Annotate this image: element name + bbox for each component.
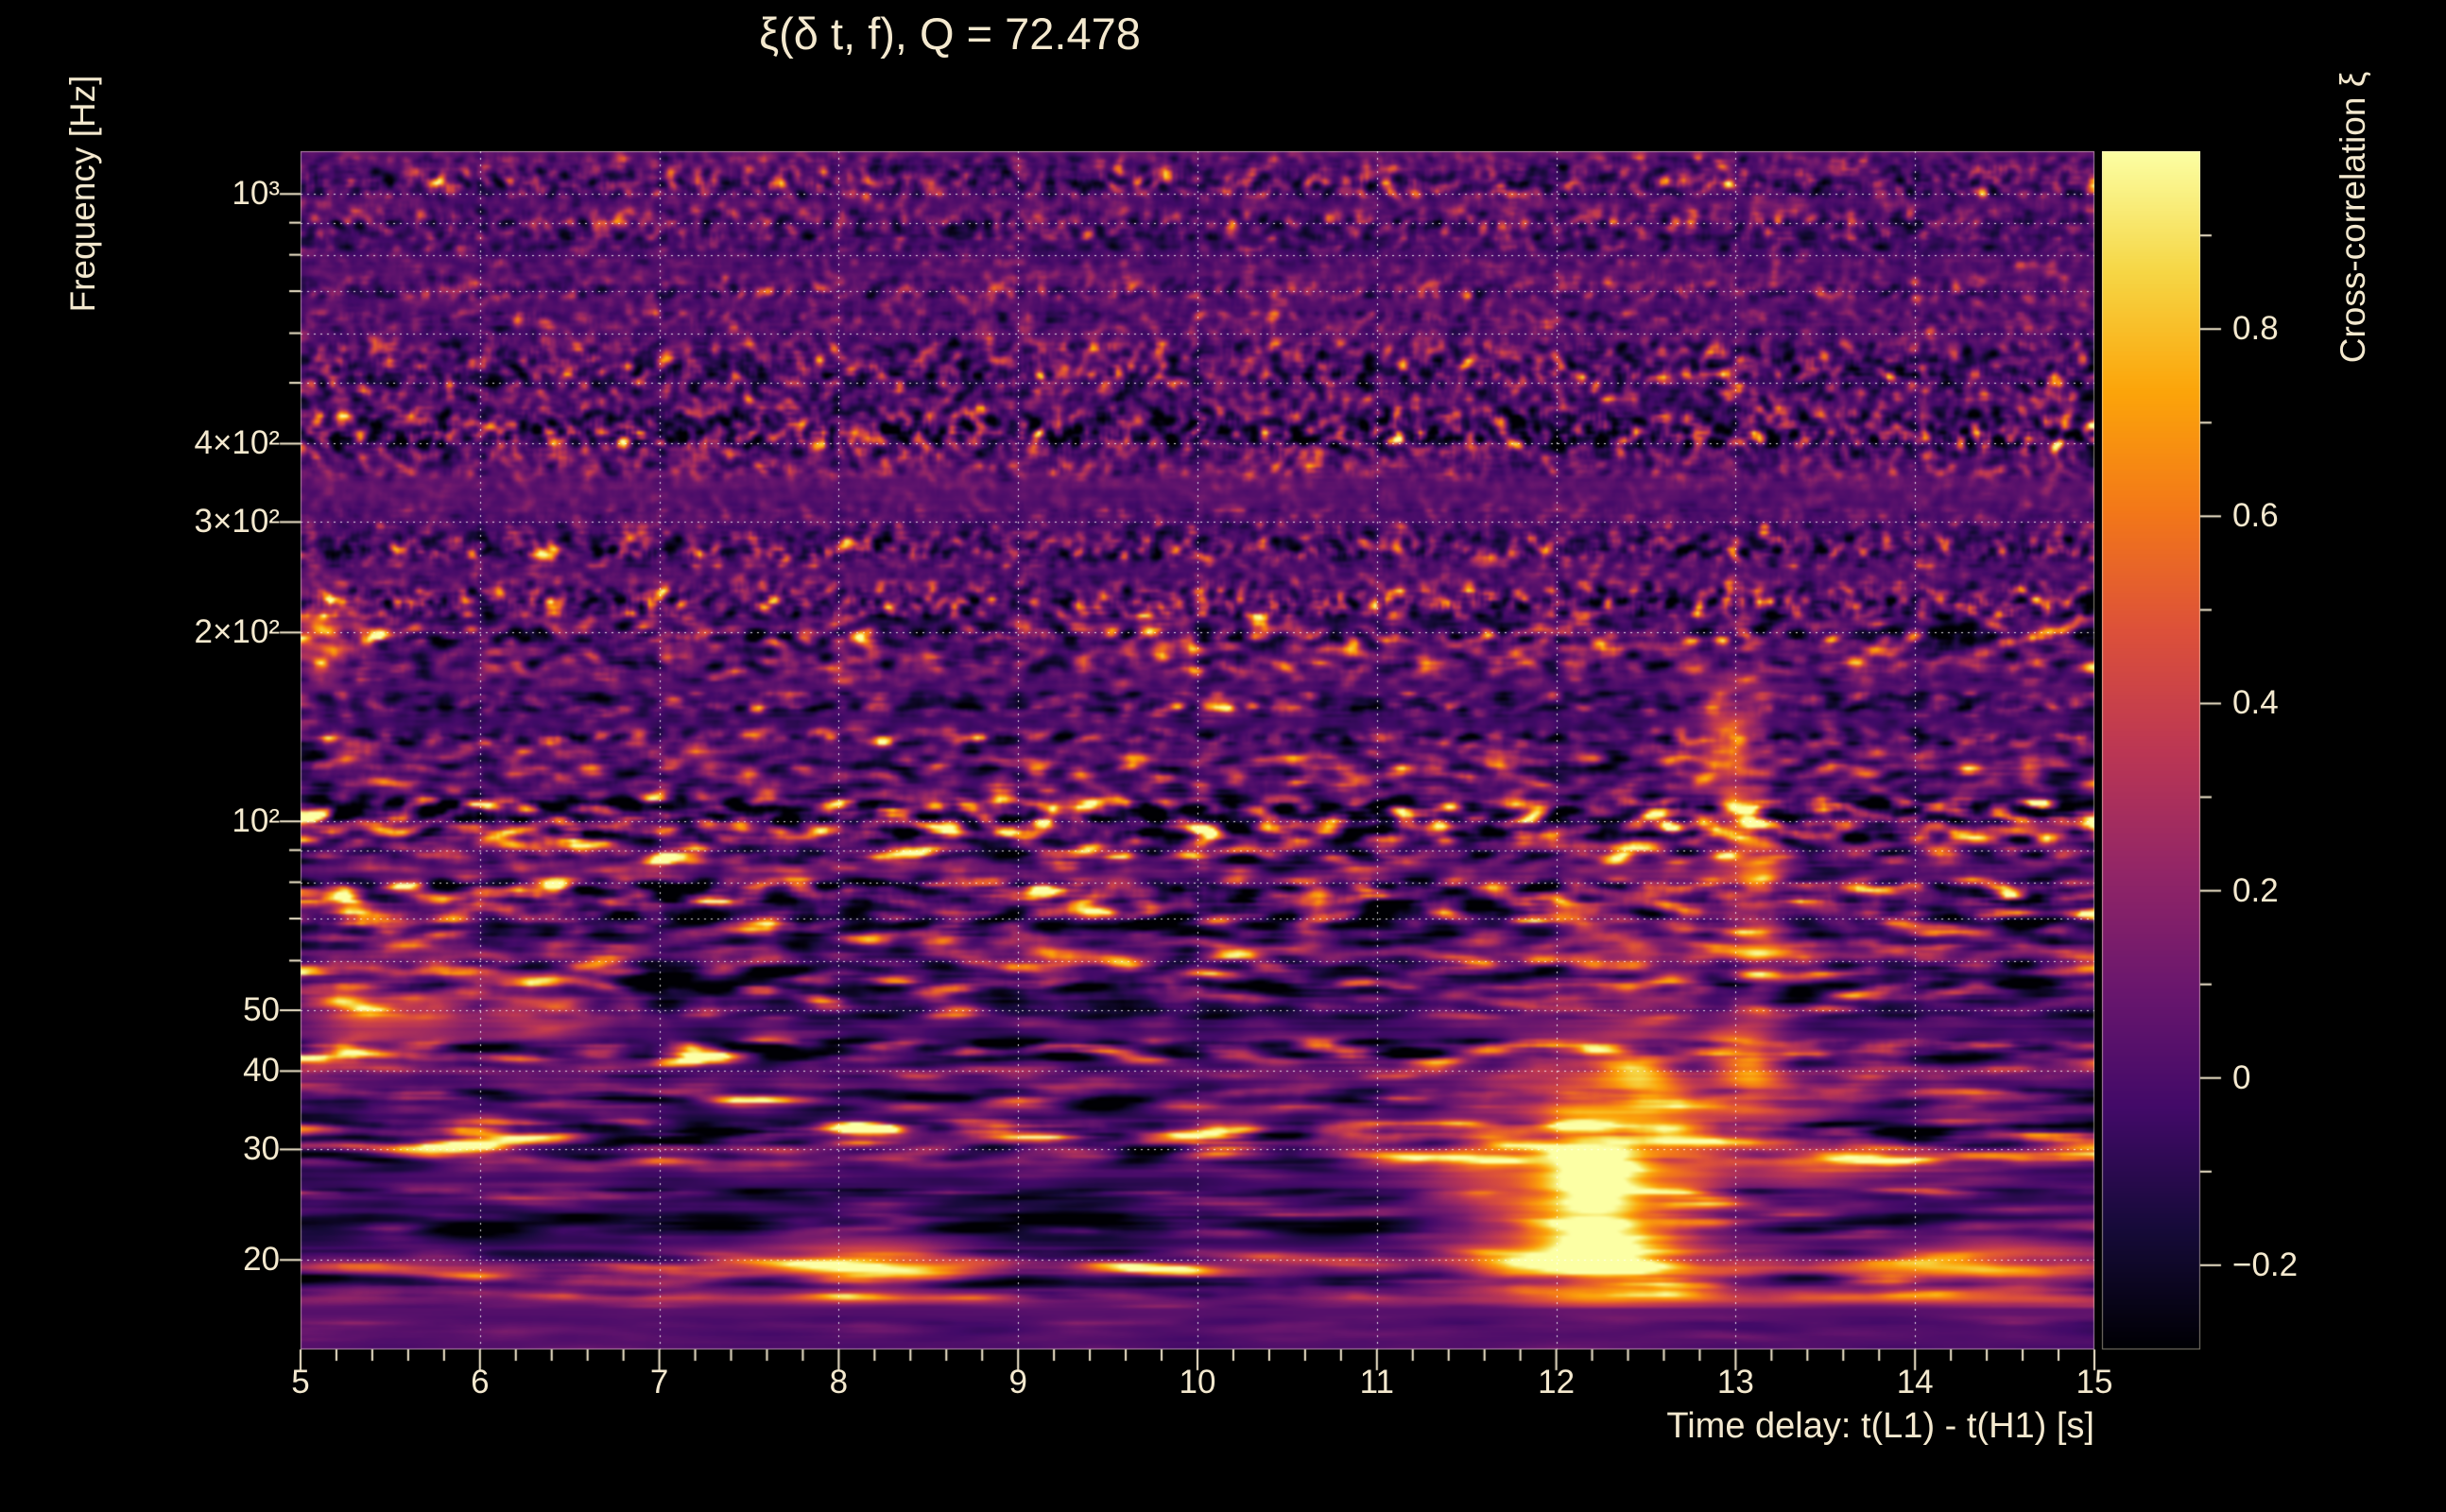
colorbar-canvas (2102, 151, 2200, 1349)
y-tick-label-300: 3×10² (194, 503, 281, 541)
y-tick-label-200: 2×10² (194, 613, 281, 651)
x-axis-title: Time delay: t(L1) - t(H1) [s] (1666, 1406, 2094, 1446)
y-tick-label-50: 50 (243, 991, 280, 1029)
x-tick-label-6: 6 (471, 1364, 490, 1400)
x-tick-label-9: 9 (1008, 1364, 1027, 1400)
y-tick-label-30: 30 (243, 1130, 280, 1168)
x-tick-label-7: 7 (649, 1364, 669, 1400)
x-tick-label-11: 11 (1359, 1364, 1394, 1400)
y-tick-label-1000: 10³ (232, 175, 280, 213)
x-tick-label-10: 10 (1179, 1364, 1216, 1400)
colorbar-tick-label-0.8: 0.8 (2232, 310, 2279, 348)
colorbar-title: Cross-correlation ξ (2334, 71, 2372, 364)
colorbar-tick-label-0: 0 (2232, 1058, 2251, 1096)
colorbar-tick-label-0.6: 0.6 (2232, 497, 2279, 535)
x-tick-label-14: 14 (1896, 1364, 1934, 1400)
colorbar-tick-label-−0.2: −0.2 (2232, 1246, 2299, 1283)
y-tick-label-100: 10² (232, 802, 280, 840)
y-tick-label-20: 20 (243, 1241, 280, 1279)
chart-title: ξ(δ t, f), Q = 72.478 (759, 9, 1141, 59)
colorbar-tick-label-0.2: 0.2 (2232, 871, 2279, 909)
x-tick-label-13: 13 (1716, 1364, 1754, 1400)
y-tick-label-400: 4×10² (194, 424, 281, 462)
x-tick-label-12: 12 (1538, 1364, 1576, 1400)
y-tick-label-40: 40 (243, 1052, 280, 1090)
x-tick-label-5: 5 (291, 1364, 310, 1400)
x-tick-label-15: 15 (2076, 1364, 2113, 1400)
x-tick-label-8: 8 (829, 1364, 849, 1400)
colorbar-tick-label-0.4: 0.4 (2232, 684, 2279, 722)
y-axis-title: Frequency [Hz] (63, 75, 102, 313)
spectrogram-canvas (301, 151, 2094, 1349)
